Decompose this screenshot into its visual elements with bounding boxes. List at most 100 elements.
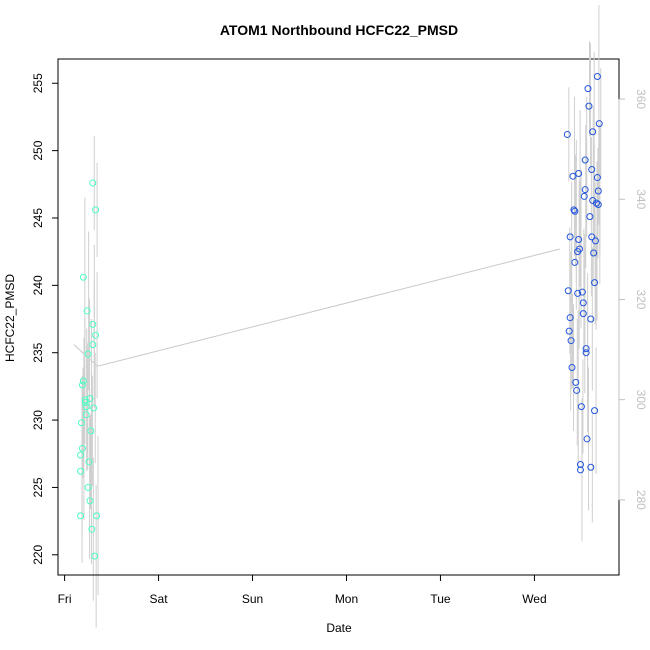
data-point-series-2 <box>586 213 594 221</box>
data-point-series-2 <box>565 327 573 335</box>
x-tick-label: Wed <box>522 592 546 606</box>
data-point-series-2 <box>594 187 602 195</box>
data-point-series-2 <box>590 249 598 257</box>
x-tick-label: Fri <box>58 592 72 606</box>
data-point-series-1 <box>86 395 94 403</box>
data-point-series-1 <box>81 399 89 407</box>
x-tick-label: Sun <box>242 592 263 606</box>
trend-polyline <box>73 248 560 367</box>
data-point-series-1 <box>78 381 86 389</box>
data-point-series-1 <box>91 552 99 560</box>
y2-tick-label: 300 <box>634 390 648 410</box>
data-point-series-2 <box>570 206 578 214</box>
data-point-series-2 <box>584 85 592 93</box>
data-point-series-2 <box>563 130 571 138</box>
data-point-series-2 <box>576 461 584 469</box>
data-point-series-2 <box>573 386 581 394</box>
data-point-series-2 <box>594 201 602 209</box>
data-point-series-1 <box>92 206 100 214</box>
data-point-series-1 <box>78 444 86 452</box>
data-point-series-1 <box>92 331 100 339</box>
data-point-series-2 <box>595 120 603 128</box>
data-point-series-2 <box>575 170 583 178</box>
data-point-series-1 <box>93 512 101 520</box>
y-tick-label: 225 <box>31 477 45 497</box>
data-point-series-2 <box>587 315 595 323</box>
data-point-series-1 <box>77 467 85 475</box>
data-point-series-1 <box>82 403 90 411</box>
data-point-series-2 <box>581 186 589 194</box>
data-point-series-1 <box>88 525 96 533</box>
data-point-series-2 <box>580 192 588 200</box>
y-tick-label: 240 <box>31 275 45 295</box>
data-point-series-2 <box>578 288 586 296</box>
data-point-series-1 <box>84 483 92 491</box>
data-point-series-2 <box>576 245 584 253</box>
data-point-series-1 <box>83 307 91 315</box>
data-point-series-2 <box>592 199 600 207</box>
x-axis-label: Date <box>326 621 352 635</box>
data-point-series-1 <box>77 512 85 520</box>
y2-tick-label: 340 <box>634 189 648 209</box>
data-point-series-1 <box>86 497 94 505</box>
data-point-series-2 <box>582 349 590 357</box>
data-point-series-2 <box>588 165 596 173</box>
data-point-series-2 <box>588 233 596 241</box>
y-tick-label: 250 <box>31 140 45 160</box>
data-point-series-2 <box>567 337 575 345</box>
data-point-series-1 <box>89 320 97 328</box>
data-point-series-2 <box>579 299 587 307</box>
data-point-series-2 <box>576 466 584 474</box>
x-axis: Fri Sat Sun Mon Tue Wed <box>58 574 547 606</box>
data-point-series-1 <box>84 350 92 358</box>
data-point-series-2 <box>564 287 572 295</box>
data-point-series-2 <box>583 435 591 443</box>
y-tick-label: 230 <box>31 410 45 430</box>
data-point-series-1 <box>89 179 97 187</box>
y2-tick-label: 320 <box>634 289 648 309</box>
x-tick-label: Mon <box>335 592 358 606</box>
data-point-series-1 <box>90 404 98 412</box>
data-point-series-2 <box>572 378 580 386</box>
data-point-series-2 <box>568 364 576 372</box>
data-point-series-1 <box>85 458 93 466</box>
data-point-series-2 <box>577 403 585 411</box>
data-point-series-1 <box>81 396 89 404</box>
data-point-series-2 <box>587 463 595 471</box>
data-point-series-2 <box>566 314 574 322</box>
data-point-series-2 <box>569 172 577 180</box>
data-point-series-1 <box>79 377 87 385</box>
y-axis-left: 220 225 230 235 240 245 250 255 <box>31 73 59 565</box>
y2-tick-label: 360 <box>634 89 648 109</box>
plot-frame <box>57 58 620 576</box>
data-point-series-1 <box>89 341 97 349</box>
data-point-series-1 <box>79 273 87 281</box>
y-tick-label: 255 <box>31 73 45 93</box>
y2-tick-label: 280 <box>634 490 648 510</box>
data-point-series-2 <box>575 236 583 244</box>
y-axis-right: 280 300 320 340 360 <box>618 89 648 510</box>
data-point-series-2 <box>581 156 589 164</box>
data-point-series-2 <box>593 174 601 182</box>
data-point-series-1 <box>77 419 85 427</box>
data-point-series-2 <box>585 102 593 110</box>
data-point-series-2 <box>571 258 579 266</box>
data-point-series-2 <box>591 407 599 415</box>
data-point-series-2 <box>579 310 587 318</box>
chart-title: ATOM1 Northbound HCFC22_PMSD <box>220 22 458 38</box>
data-point-series-2 <box>566 233 574 241</box>
y-tick-label: 235 <box>31 342 45 362</box>
data-point-series-1 <box>82 411 90 419</box>
data-point-series-2 <box>582 345 590 353</box>
x-tick-label: Sat <box>150 592 169 606</box>
data-point-series-2 <box>571 207 579 215</box>
y-axis-label: HCFC22_PMSD <box>3 274 17 362</box>
data-point-series-2 <box>593 73 601 81</box>
y-tick-label: 245 <box>31 208 45 228</box>
data-point-series-2 <box>574 289 582 297</box>
data-point-series-1 <box>77 451 85 459</box>
y-tick-label: 220 <box>31 544 45 564</box>
x-tick-label: Tue <box>430 592 451 606</box>
trend-line <box>73 248 560 367</box>
